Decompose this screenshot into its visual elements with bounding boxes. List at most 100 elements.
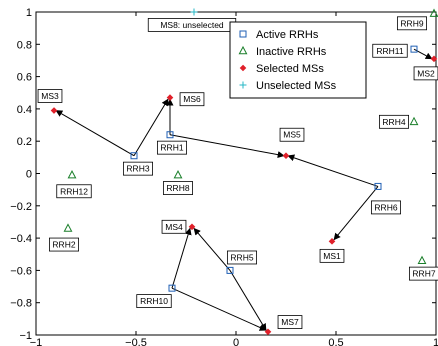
node-label-box: [56, 184, 92, 199]
node-label-rrh7: RRH7: [408, 266, 438, 281]
node-label-box: [319, 248, 345, 263]
legend-label: Unselected MSs: [256, 80, 337, 92]
node-label-box: [162, 181, 193, 195]
node-label-text: MS5: [283, 130, 301, 140]
node-label-text: RRH11: [376, 46, 404, 56]
node-label-box: [226, 250, 257, 265]
node-label-box: [277, 315, 303, 329]
marker-ms5: [282, 152, 290, 160]
node-label-text: RRH4: [382, 117, 405, 127]
node-label-text: RRH12: [60, 186, 88, 196]
node-label-text: RRH2: [52, 240, 75, 250]
node-label-text: RRH1: [160, 143, 183, 153]
legend-entry-unselected-mss: Unselected MSs: [239, 80, 337, 92]
node-label-ms6: MS6: [179, 92, 205, 107]
x-tick-label: 1: [433, 337, 438, 346]
y-tick-label: −0.2: [10, 201, 32, 213]
node-label-ms4: MS4: [161, 219, 187, 234]
node-label-text: MS4: [165, 222, 183, 232]
y-tick-label: −1: [19, 330, 32, 342]
y-tick-label: 0.6: [17, 72, 32, 84]
marker-rrh5: [226, 266, 234, 274]
legend-entry-active-rrhs: Active RRHs: [239, 29, 319, 41]
node-label-ms8-unselected: MS8: unselected: [147, 18, 237, 32]
association-arrow: [193, 227, 231, 271]
node-label-rrh8: RRH8: [162, 181, 193, 195]
y-axis: 1 0.8 0.6 0.4 0.2 0 −0.2 −0.4 −0.6 −0.8 −1: [10, 7, 436, 342]
node-label-box: [408, 266, 438, 281]
y-tick-label: 1: [26, 7, 32, 19]
association-arrow: [171, 287, 267, 331]
node-label-rrh1: RRH1: [156, 140, 187, 155]
node-label-box: [370, 200, 401, 215]
node-label-box: [156, 140, 187, 155]
marker-rrh11: [410, 45, 418, 53]
node-label-text: RRH7: [412, 269, 435, 279]
association-arrow: [287, 154, 379, 187]
legend-entry-inactive-rrhs: Inactive RRHs: [238, 45, 327, 58]
node-label-box: [37, 89, 63, 103]
association-arrow: [171, 227, 192, 289]
node-label-text: MS2: [417, 68, 435, 78]
node-label-box: [136, 294, 172, 308]
legend-label: Inactive RRHs: [256, 46, 327, 58]
node-label-box: [49, 237, 80, 252]
node-label-text: MS3: [41, 91, 59, 101]
marker-rrh8: [173, 170, 183, 179]
association-arrow: [229, 270, 267, 331]
node-label-text: MS7: [281, 317, 299, 327]
legend-marker: [239, 64, 247, 72]
marker-ms6: [166, 94, 174, 101]
marker-ms7: [264, 328, 272, 336]
node-label-box: [372, 43, 408, 58]
node-label-rrh4: RRH4: [378, 114, 409, 129]
node-label-text: RRH8: [166, 183, 189, 193]
legend-entry-selected-mss: Selected MSs: [239, 63, 324, 75]
association-arrow: [333, 186, 379, 241]
association-arrow: [169, 134, 285, 159]
marker-ms3: [50, 107, 58, 114]
x-tick-label: 0.5: [328, 337, 343, 346]
node-label-text: RRH3: [126, 164, 149, 174]
x-tick-label: −1: [30, 337, 43, 346]
y-tick-label: 0.4: [17, 104, 32, 116]
association-arrows: [55, 48, 433, 331]
x-tick-label: 0: [233, 337, 239, 346]
y-tick-label: −0.8: [10, 298, 32, 310]
y-tick-label: 0.8: [17, 39, 32, 51]
association-arrow: [133, 98, 169, 156]
node-label-rrh2: RRH2: [49, 237, 80, 252]
node-label-rrh11: RRH11: [372, 43, 408, 58]
marker-ms1: [328, 238, 336, 245]
y-tick-label: −0.6: [10, 265, 32, 277]
marker-rrh1: [166, 131, 174, 139]
marker-rrh12: [67, 170, 77, 179]
node-label-rrh10: RRH10: [136, 294, 172, 308]
node-label-box: [123, 161, 154, 176]
marker-ms4: [188, 223, 196, 231]
node-label-ms3: MS3: [37, 89, 63, 103]
node-label-box: [161, 219, 187, 234]
legend-marker: [238, 45, 248, 55]
node-markers: [50, 8, 438, 336]
marker-ms2: [430, 55, 438, 63]
node-label-text: RRH9: [400, 18, 423, 28]
node-label-ms5: MS5: [279, 127, 305, 142]
y-tick-label: −0.4: [10, 233, 32, 245]
legend: Active RRHs Inactive RRHs Selected MSs Unse…: [229, 21, 367, 99]
node-label-box: [378, 114, 409, 129]
node-label-text: MS1: [323, 251, 341, 261]
marker-ms8-unselected: [190, 8, 198, 16]
node-label-text: RRH10: [140, 296, 168, 306]
marker-rrh2: [63, 223, 73, 232]
node-label-text: RRH5: [230, 252, 253, 262]
node-label-text: MS6: [183, 94, 201, 104]
legend-label: Active RRHs: [256, 29, 319, 41]
node-label-rrh3: RRH3: [123, 161, 154, 176]
y-tick-label: 0.2: [17, 136, 32, 148]
node-labels: RRH9 RRH11 MS2 MS8: unselected MS3 MS6 RRH1 MS5…: [37, 16, 438, 329]
node-label-rrh6: RRH6: [370, 200, 401, 215]
node-label-text: RRH6: [374, 202, 397, 212]
legend-marker: [239, 30, 247, 38]
